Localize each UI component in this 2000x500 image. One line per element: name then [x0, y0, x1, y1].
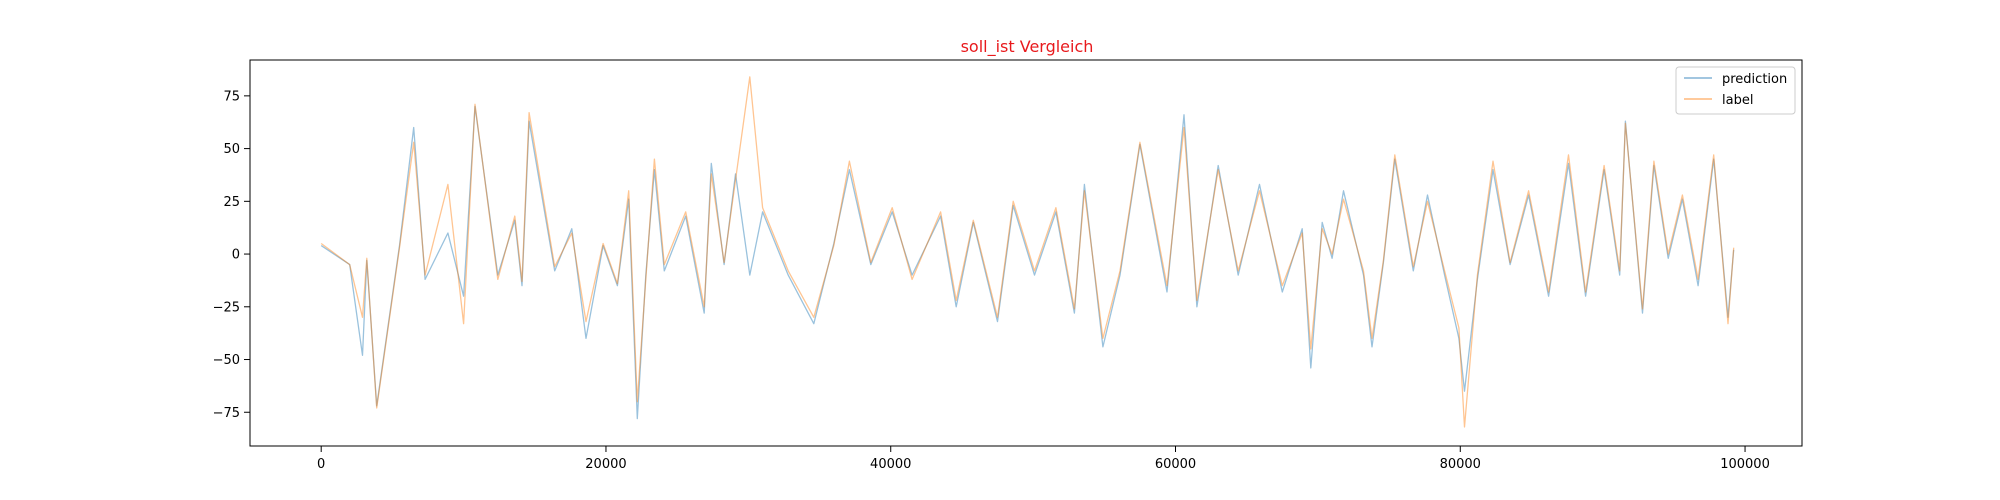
y-tick-label: 75: [223, 89, 240, 104]
series-line-prediction: [320, 105, 1735, 420]
y-tick-label: 0: [232, 248, 240, 263]
x-tick-label: 60000: [1155, 457, 1196, 472]
x-tick-label: 0: [317, 457, 325, 472]
y-tick-label: −25: [213, 300, 240, 315]
x-axis: 0 20000 40000 60000 80000 100000: [317, 446, 1770, 472]
y-tick-label: −75: [213, 406, 240, 421]
x-tick-label: 80000: [1440, 457, 1481, 472]
series-layer: [320, 76, 1735, 428]
y-tick-label: −50: [213, 353, 240, 368]
legend-label-label: label: [1722, 93, 1753, 108]
series-line-label: [320, 76, 1735, 428]
y-tick-label: 25: [223, 195, 240, 210]
legend: prediction label: [1675, 66, 1796, 115]
y-tick-label: 50: [223, 142, 240, 157]
plot-frame: [249, 59, 1803, 447]
chart-title: soll_ist Vergleich: [961, 37, 1094, 57]
x-tick-label: 40000: [870, 457, 911, 472]
x-tick-label: 20000: [585, 457, 626, 472]
x-tick-label: 100000: [1720, 457, 1770, 472]
y-axis: −75 −50 −25 0 25 50 75: [213, 89, 250, 421]
legend-label-prediction: prediction: [1722, 72, 1787, 87]
